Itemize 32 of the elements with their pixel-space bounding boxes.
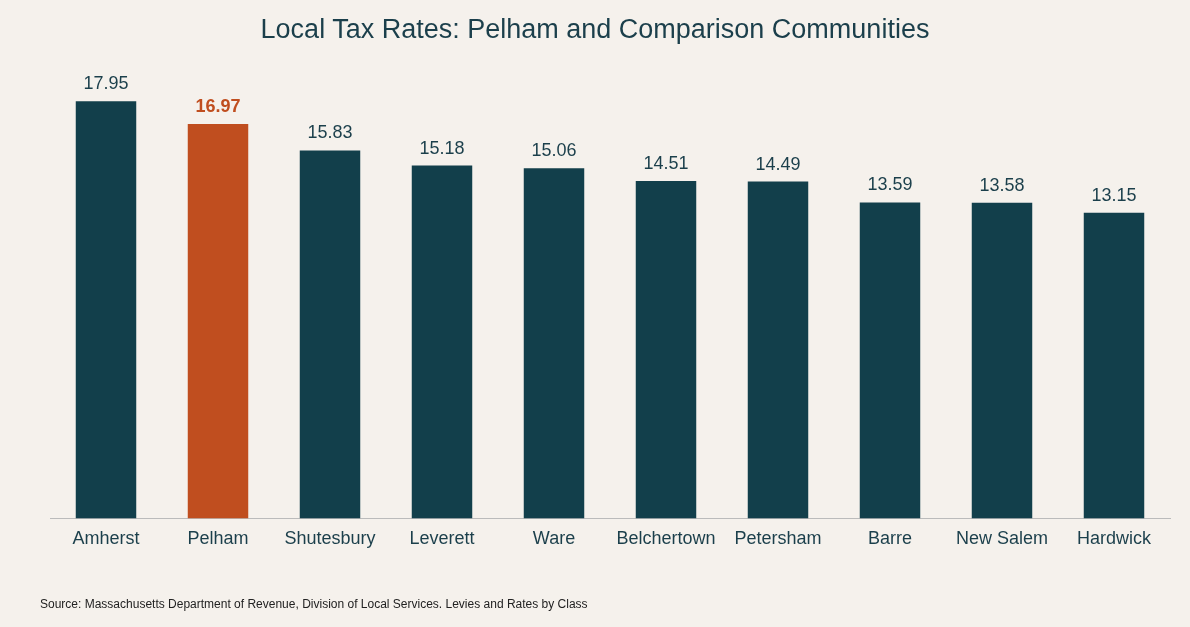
bar xyxy=(523,168,585,519)
x-tick-label: Barre xyxy=(867,528,913,549)
data-label: 14.51 xyxy=(643,153,689,174)
x-tick-label: New Salem xyxy=(955,528,1049,549)
x-tick-label: Leverett xyxy=(409,528,475,549)
x-tick-label: Amherst xyxy=(72,528,140,549)
bar xyxy=(1083,212,1145,519)
x-tick-label: Shutesbury xyxy=(284,528,376,549)
x-tick-label: Pelham xyxy=(187,528,249,549)
data-label: 13.15 xyxy=(1091,184,1137,205)
data-label: 17.95 xyxy=(83,73,129,94)
bar xyxy=(747,181,809,519)
bar xyxy=(299,150,361,519)
x-tick-label: Belchertown xyxy=(616,528,716,549)
data-label: 13.59 xyxy=(867,174,913,195)
x-tick-label: Hardwick xyxy=(1076,528,1152,549)
data-label: 16.97 xyxy=(195,95,241,116)
bar xyxy=(635,181,697,519)
chart-title: Local Tax Rates: Pelham and Comparison Communities xyxy=(259,14,931,45)
data-label: 15.18 xyxy=(419,137,465,158)
data-label: 15.06 xyxy=(531,140,577,161)
data-label: 15.83 xyxy=(307,122,353,143)
source-note: Source: Massachusetts Department of Revenue, Division of Local Services. Levies and Rates by Class xyxy=(40,597,588,611)
bar xyxy=(75,101,137,519)
data-label: 13.58 xyxy=(979,174,1025,195)
x-tick-label: Ware xyxy=(532,528,576,549)
bar xyxy=(859,202,921,519)
bar xyxy=(971,202,1033,519)
data-label: 14.49 xyxy=(755,153,801,174)
bar xyxy=(187,123,249,519)
x-tick-label: Petersham xyxy=(734,528,822,549)
bar xyxy=(411,165,473,519)
